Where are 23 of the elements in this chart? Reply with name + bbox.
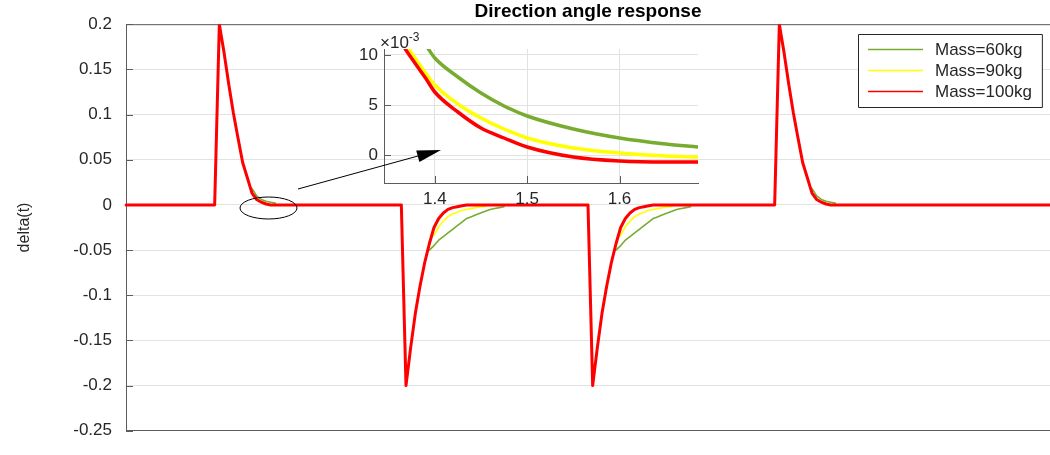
line-series (426, 49, 698, 149)
chart-title: Direction angle response (474, 0, 702, 22)
y-tick-label: -0.25 (73, 420, 112, 440)
legend-label: Mass=100kg (935, 82, 1032, 102)
y-tick-label: 0.2 (88, 13, 112, 33)
x-tick-label: 1.4 (422, 188, 447, 208)
y-axis-title: delta(t) (15, 202, 33, 253)
y-tick-label: -0.05 (73, 239, 112, 259)
x-tick-label: 1.5 (515, 188, 539, 208)
y-tick-label: 10 (359, 44, 378, 64)
legend-label: Mass=90kg (935, 61, 1023, 81)
y-tick-label: -0.15 (73, 330, 112, 350)
y-tick-label: -0.1 (82, 284, 112, 304)
y-tick-label: 0.05 (78, 149, 112, 169)
y-tick-label: 5 (368, 94, 378, 114)
y-tick-label: 0.15 (78, 59, 112, 79)
y-tick-label: 0.1 (88, 104, 112, 124)
x-tick-label: 1.6 (607, 188, 632, 208)
y-tick-label: 0 (102, 194, 112, 214)
annotation: ×10$^{-3}$ (380, 29, 420, 53)
y-tick-label: -0.2 (82, 375, 112, 395)
y-tick-label: 0 (368, 144, 378, 164)
legend-label: Mass=60kg (935, 40, 1023, 60)
